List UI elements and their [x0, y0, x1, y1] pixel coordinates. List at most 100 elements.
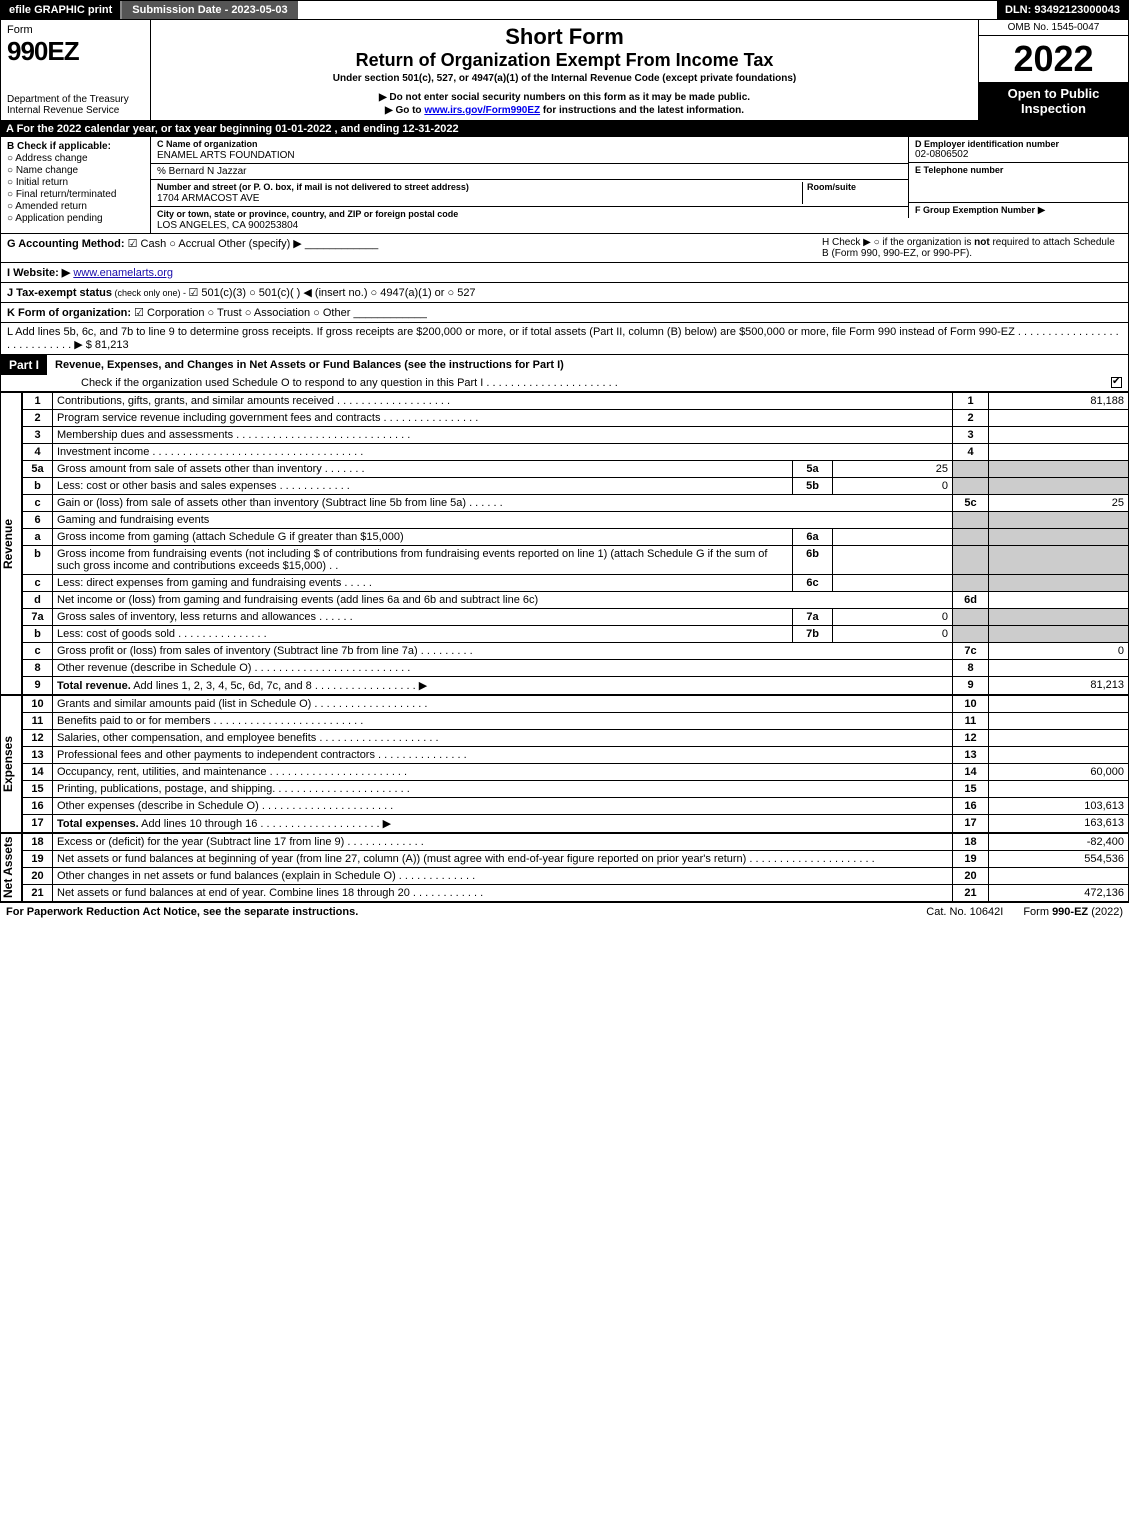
table-row: bLess: cost or other basis and sales exp…: [23, 478, 1129, 495]
right-num: 8: [953, 660, 989, 677]
b-item-name[interactable]: ○ Name change: [7, 165, 144, 176]
row-j: J Tax-exempt status (check only one) - ☑…: [0, 283, 1129, 303]
line-desc: Investment income . . . . . . . . . . . …: [53, 444, 953, 461]
right-val: 163,613: [989, 815, 1129, 833]
right-num: 15: [953, 781, 989, 798]
netassets-table: 18Excess or (deficit) for the year (Subt…: [22, 833, 1129, 902]
table-row: 3Membership dues and assessments . . . .…: [23, 427, 1129, 444]
right-num: 7c: [953, 643, 989, 660]
j-options[interactable]: ☑ 501(c)(3) ○ 501(c)( ) ◀ (insert no.) ○…: [188, 287, 475, 299]
h-text1: H Check ▶ ○ if the organization is: [822, 237, 974, 248]
line-number: 13: [23, 747, 53, 764]
right-num: 10: [953, 696, 989, 713]
table-row: 9Total revenue. Add lines 1, 2, 3, 4, 5c…: [23, 677, 1129, 695]
website-link[interactable]: www.enamelarts.org: [73, 267, 173, 279]
table-row: 12Salaries, other compensation, and empl…: [23, 730, 1129, 747]
part-i-check-text: Check if the organization used Schedule …: [81, 377, 1111, 389]
right-val: 472,136: [989, 885, 1129, 902]
g-accrual[interactable]: Accrual: [169, 238, 215, 250]
right-num: 5c: [953, 495, 989, 512]
line-number: c: [23, 575, 53, 592]
right-num: 4: [953, 444, 989, 461]
line-number: 17: [23, 815, 53, 833]
row-gh: G Accounting Method: Cash Accrual Other …: [0, 234, 1129, 263]
g-cash[interactable]: Cash: [128, 238, 167, 250]
table-row: aGross income from gaming (attach Schedu…: [23, 529, 1129, 546]
right-val-shade: [989, 529, 1129, 546]
table-row: 18Excess or (deficit) for the year (Subt…: [23, 834, 1129, 851]
expenses-side-label: Expenses: [0, 695, 22, 833]
right-val: 103,613: [989, 798, 1129, 815]
form-subtitle: Under section 501(c), 527, or 4947(a)(1)…: [159, 73, 970, 84]
right-val: 25: [989, 495, 1129, 512]
line-number: 2: [23, 410, 53, 427]
j-label: J Tax-exempt status: [7, 287, 112, 299]
b-item-address[interactable]: ○ Address change: [7, 153, 144, 164]
right-num-shade: [953, 609, 989, 626]
table-row: 11Benefits paid to or for members . . . …: [23, 713, 1129, 730]
line-number: 3: [23, 427, 53, 444]
right-num: 2: [953, 410, 989, 427]
f-header: F Group Exemption Number: [915, 205, 1035, 215]
table-row: 15Printing, publications, postage, and s…: [23, 781, 1129, 798]
right-val: [989, 444, 1129, 461]
department-label: Department of the Treasury Internal Reve…: [7, 94, 144, 116]
right-val: [989, 410, 1129, 427]
table-row: 6Gaming and fundraising events: [23, 512, 1129, 529]
inline-label: 6a: [793, 529, 833, 546]
tax-year: 2022: [979, 36, 1128, 82]
b-item-final[interactable]: ○ Final return/terminated: [7, 189, 144, 200]
row-i: I Website: ▶ www.enamelarts.org: [0, 263, 1129, 283]
right-num: 21: [953, 885, 989, 902]
line-desc: Salaries, other compensation, and employ…: [53, 730, 953, 747]
right-val-shade: [989, 609, 1129, 626]
city-label: City or town, state or province, country…: [157, 209, 458, 219]
table-row: 1Contributions, gifts, grants, and simil…: [23, 393, 1129, 410]
j-sub: (check only one) -: [112, 288, 189, 298]
g-other[interactable]: Other (specify) ▶: [218, 238, 302, 250]
line-desc: Total revenue. Add lines 1, 2, 3, 4, 5c,…: [53, 677, 953, 695]
line-desc: Gaming and fundraising events: [53, 512, 953, 529]
f-arrow: ▶: [1038, 205, 1046, 216]
line-number: 18: [23, 834, 53, 851]
street-label: Number and street (or P. O. box, if mail…: [157, 182, 469, 192]
b-item-initial[interactable]: ○ Initial return: [7, 177, 144, 188]
right-num: 11: [953, 713, 989, 730]
inline-value: 0: [833, 609, 953, 626]
line-desc: Excess or (deficit) for the year (Subtra…: [53, 834, 953, 851]
table-row: 7aGross sales of inventory, less returns…: [23, 609, 1129, 626]
inline-value: 0: [833, 478, 953, 495]
line-desc: Gross sales of inventory, less returns a…: [53, 609, 793, 626]
line-desc: Net income or (loss) from gaming and fun…: [53, 592, 953, 609]
line-desc: Gross amount from sale of assets other t…: [53, 461, 793, 478]
inline-value: [833, 575, 953, 592]
right-val-shade: [989, 478, 1129, 495]
c-name-label: C Name of organization: [157, 139, 258, 149]
irs-link[interactable]: www.irs.gov/Form990EZ: [424, 105, 540, 116]
right-num: [953, 512, 989, 529]
b-item-pending[interactable]: ○ Application pending: [7, 213, 144, 224]
right-val-shade: [989, 461, 1129, 478]
h-not: not: [974, 237, 990, 248]
part-i-checkbox[interactable]: [1111, 377, 1122, 388]
k-options[interactable]: ☑ Corporation ○ Trust ○ Association ○ Ot…: [134, 307, 350, 319]
table-row: cGross profit or (loss) from sales of in…: [23, 643, 1129, 660]
expenses-table: 10Grants and similar amounts paid (list …: [22, 695, 1129, 833]
line-number: d: [23, 592, 53, 609]
right-val-shade: [989, 626, 1129, 643]
part-i-bar: Part I: [1, 355, 47, 375]
line-number: 6: [23, 512, 53, 529]
goto-line: ▶ Go to www.irs.gov/Form990EZ for instru…: [159, 105, 970, 116]
table-row: bGross income from fundraising events (n…: [23, 546, 1129, 575]
right-val: 0: [989, 643, 1129, 660]
right-num: 19: [953, 851, 989, 868]
column-def: D Employer identification number 02-0806…: [908, 137, 1128, 233]
b-item-amended[interactable]: ○ Amended return: [7, 201, 144, 212]
right-val: 554,536: [989, 851, 1129, 868]
right-val: [989, 868, 1129, 885]
line-desc: Other expenses (describe in Schedule O) …: [53, 798, 953, 815]
efile-label[interactable]: efile GRAPHIC print: [1, 1, 120, 19]
i-label: I Website: ▶: [7, 267, 70, 279]
right-val-shade: [989, 546, 1129, 575]
right-num-shade: [953, 478, 989, 495]
